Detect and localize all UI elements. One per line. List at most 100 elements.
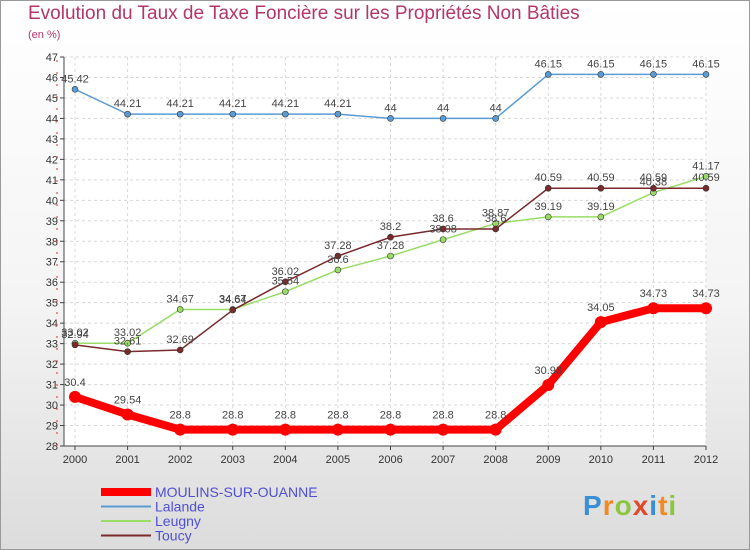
data-point <box>700 302 712 315</box>
data-label: 41.17 <box>692 160 720 172</box>
data-label: 45.42 <box>61 73 89 85</box>
data-label: 46.15 <box>640 58 668 70</box>
y-tick-label: 44 <box>46 113 58 125</box>
data-label: 39.19 <box>534 201 562 213</box>
x-tick-label: 2006 <box>378 454 402 466</box>
x-tick-label: 2005 <box>326 454 350 466</box>
legend-label: Toucy <box>155 528 192 544</box>
data-point <box>71 341 79 349</box>
x-tick-label: 2012 <box>694 454 718 466</box>
x-tick-label: 2003 <box>221 454 245 466</box>
data-point <box>176 110 184 118</box>
y-tick-label: 46 <box>46 72 58 84</box>
data-label: 40.59 <box>587 172 615 184</box>
data-point <box>542 378 555 391</box>
data-label: 28.8 <box>169 410 190 422</box>
data-label: 28.8 <box>380 410 401 422</box>
data-label: 34.73 <box>640 288 668 300</box>
data-label: 40.59 <box>534 172 562 184</box>
data-label: 44 <box>437 102 449 114</box>
y-tick-label: 42 <box>46 154 58 166</box>
data-point <box>492 225 499 233</box>
data-point <box>124 348 131 355</box>
axes: 28 29 30 31 32 33 34 35 36 37 38 39 40 41 42 43 44 45 46 47… <box>46 52 718 466</box>
data-label: 38.6 <box>485 213 506 225</box>
x-tick-label: 2010 <box>589 454 613 466</box>
data-label: 40.59 <box>692 172 720 184</box>
data-label: 33.02 <box>114 327 142 339</box>
data-label: 34.67 <box>219 293 247 305</box>
data-point <box>71 86 79 93</box>
y-tick-label: 34 <box>46 318 58 330</box>
data-label: 46.15 <box>534 58 562 70</box>
data-point <box>597 184 605 192</box>
legend-label: MOULINS-SUR-OUANNE <box>155 484 318 500</box>
y-tick-label: 43 <box>46 134 58 146</box>
data-label: 40.59 <box>640 172 668 184</box>
y-tick-label: 31 <box>46 380 58 392</box>
data-point <box>439 115 447 122</box>
y-tick-label: 40 <box>46 195 58 207</box>
data-point <box>124 110 131 118</box>
data-point <box>121 408 134 421</box>
data-point <box>279 423 292 436</box>
data-label: 28.8 <box>485 410 506 422</box>
y-tick-label: 45 <box>46 93 58 105</box>
x-tick-label: 2008 <box>483 454 507 466</box>
x-tick-label: 2009 <box>536 454 560 466</box>
grid <box>64 56 707 447</box>
data-label: 44.21 <box>219 98 247 110</box>
data-point <box>702 71 710 78</box>
x-tick-label: 2001 <box>115 454 139 466</box>
data-label: 34.67 <box>166 293 194 305</box>
data-labels: 45.42 44.21 44.21 44.21 44.21 44.21 44 44 44 46.1… <box>61 58 720 421</box>
data-point <box>384 423 397 436</box>
data-label: 28.8 <box>222 410 243 422</box>
data-point <box>229 306 237 314</box>
x-tick-label: 2011 <box>642 454 666 466</box>
data-label: 32.61 <box>114 336 142 348</box>
data-point <box>439 225 447 233</box>
data-point <box>437 423 450 436</box>
data-point <box>650 71 657 78</box>
data-point <box>176 346 184 354</box>
x-tick-label: 2007 <box>431 454 455 466</box>
data-label: 29.54 <box>114 394 142 406</box>
y-tick-label: 47 <box>46 52 58 64</box>
data-label: 36.02 <box>272 266 300 278</box>
data-point <box>282 288 289 295</box>
data-point <box>439 236 447 243</box>
data-point <box>334 266 342 274</box>
data-point <box>387 252 394 260</box>
x-tick-label: 2002 <box>168 454 192 466</box>
data-point <box>544 213 552 221</box>
data-label: 39.19 <box>587 201 615 213</box>
data-label: 28.8 <box>275 410 296 422</box>
y-tick-label: 28 <box>46 441 58 453</box>
data-point <box>174 423 187 436</box>
data-point <box>647 302 660 315</box>
data-label: 44 <box>384 102 396 114</box>
data-point <box>334 252 342 260</box>
y-tick-label: 30 <box>46 400 58 412</box>
data-point <box>282 278 289 286</box>
y-tick-label: 32 <box>46 359 58 371</box>
data-point <box>544 71 552 78</box>
data-label: 30.4 <box>64 377 85 389</box>
y-tick-label: 39 <box>46 216 58 228</box>
data-label: 35.54 <box>272 276 300 288</box>
data-label: 38.08 <box>429 224 457 236</box>
y-tick-label: 38 <box>46 236 58 248</box>
y-tick-label: 36 <box>46 277 58 289</box>
data-point <box>597 213 605 221</box>
data-point <box>702 184 710 192</box>
data-point <box>229 110 237 118</box>
legend-label: Lalande <box>155 499 205 515</box>
data-label: 44.21 <box>272 98 300 110</box>
data-label: 46.15 <box>692 58 720 70</box>
data-point <box>597 71 605 78</box>
data-label: 36.6 <box>327 254 348 266</box>
plot-area <box>64 57 706 446</box>
data-point <box>650 184 657 192</box>
